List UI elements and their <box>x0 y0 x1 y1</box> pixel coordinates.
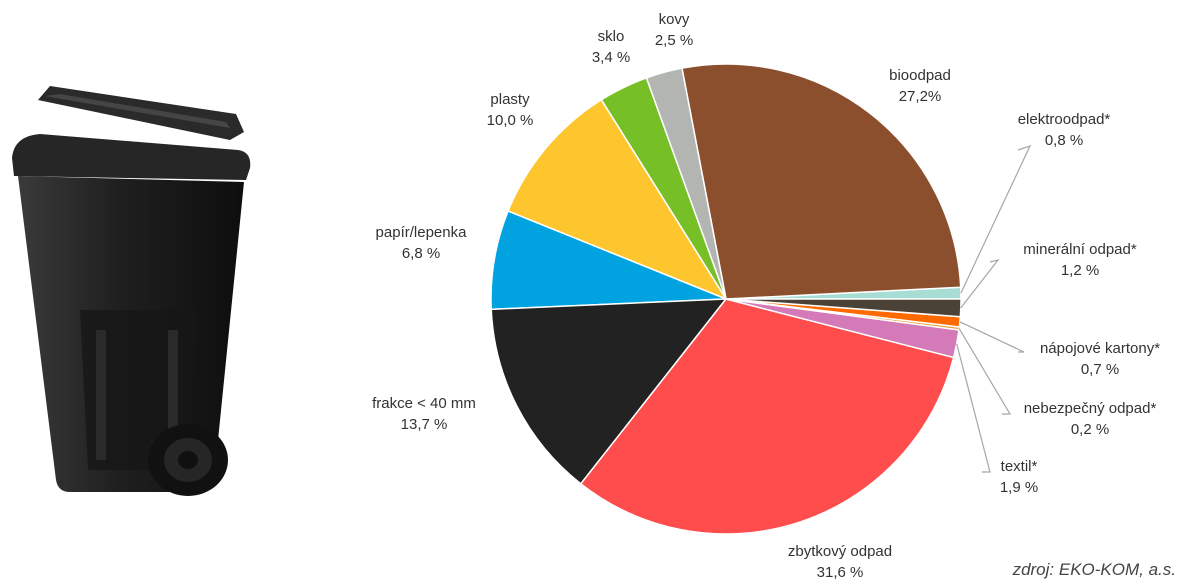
slice-label-9: textil* <box>1001 458 1038 475</box>
slice-label-11: nápojové kartony* <box>1040 340 1160 357</box>
pie-slice-5 <box>507 98 728 301</box>
slice-label-6: papír/lepenka <box>376 224 468 241</box>
slice-value-4: 3,4 % <box>592 49 630 66</box>
slice-value-10: 0,2 % <box>1071 421 1109 438</box>
slice-value-7: 13,7 % <box>401 416 448 433</box>
slice-value-11: 0,7 % <box>1081 361 1119 378</box>
slice-label-1: elektroodpad* <box>1018 111 1111 128</box>
slice-label-7: frakce < 40 mm <box>372 395 476 412</box>
waste-bin-icon <box>12 86 251 496</box>
slice-label-8: zbytkový odpad <box>788 543 892 560</box>
leader-line-12 <box>960 258 1000 309</box>
slice-label-5: plasty <box>490 91 530 108</box>
slice-label-4: sklo <box>598 28 625 45</box>
pie-slice-8 <box>579 298 955 535</box>
slice-label-10: nebezpečný odpad* <box>1024 400 1157 417</box>
leader-line-10 <box>958 328 1012 415</box>
slice-label-12: minerální odpad* <box>1023 241 1137 258</box>
slice-value-9: 1,9 % <box>1000 479 1038 496</box>
leader-line-1 <box>960 144 1032 294</box>
slice-value-6: 6,8 % <box>402 245 440 262</box>
slice-value-3: 2,5 % <box>655 32 693 49</box>
slice-value-12: 1,2 % <box>1061 262 1099 279</box>
slice-value-1: 0,8 % <box>1045 132 1083 149</box>
leader-line-9 <box>956 343 991 473</box>
pie-slice-2 <box>681 63 962 300</box>
leader-line-11 <box>959 321 1025 353</box>
pie-slice-12 <box>725 298 962 318</box>
source-note: zdroj: EKO-KOM, a.s. <box>1012 560 1176 579</box>
slice-value-8: 31,6 % <box>817 564 864 581</box>
pie-slice-7 <box>490 298 728 485</box>
slice-label-2: bioodpad <box>889 67 951 84</box>
slice-value-2: 27,2% <box>899 88 942 105</box>
slice-label-3: kovy <box>659 11 690 28</box>
slice-value-5: 10,0 % <box>487 112 534 129</box>
